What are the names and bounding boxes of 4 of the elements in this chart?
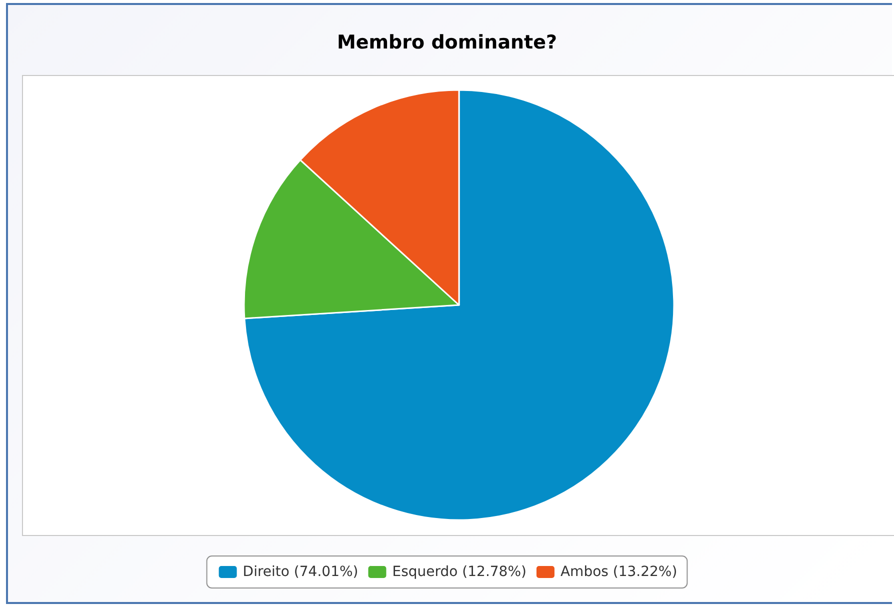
chart-title: Membro dominante? xyxy=(336,32,558,54)
legend-label: Direito (74.01%) xyxy=(242,564,358,580)
legend-label: Esquerdo (12.78%) xyxy=(392,564,526,580)
legend-label: Ambos (13.22%) xyxy=(560,564,678,580)
